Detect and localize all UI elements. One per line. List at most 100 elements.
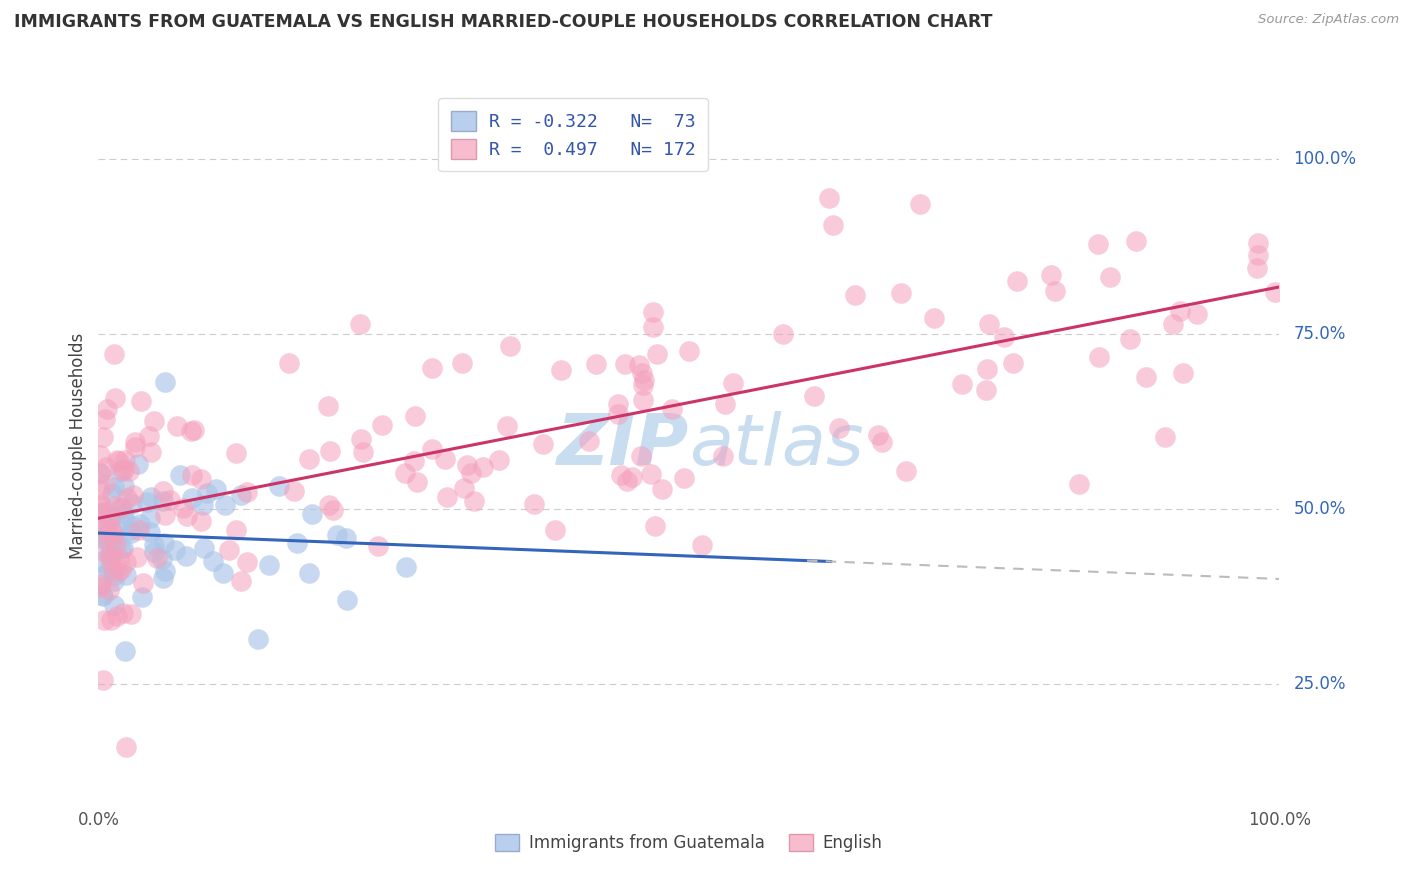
Point [90,532,112,546]
Point [1247,236,1270,251]
Point [463,494,485,508]
Point [550,363,572,377]
Point [1007,275,1029,289]
Point [94,459,117,474]
Point [138,525,160,540]
Point [319,444,342,458]
Point [394,559,416,574]
Point [172,501,194,516]
Point [236,485,259,500]
Point [93,673,115,687]
Point [193,541,215,555]
Point [803,389,825,403]
Point [143,413,166,427]
Point [145,550,167,565]
Point [641,319,664,334]
Point [349,317,371,331]
Point [257,558,280,573]
Point [193,498,215,512]
Point [1040,268,1063,282]
Point [111,508,134,522]
Point [229,574,252,589]
Point [139,490,162,504]
Point [100,549,122,564]
Point [181,467,204,482]
Point [91,544,114,558]
Point [143,545,166,559]
Point [112,478,135,492]
Point [112,462,135,476]
Point [180,491,202,505]
Point [108,552,131,566]
Point [103,499,125,513]
Point [640,467,662,481]
Point [633,392,655,407]
Point [471,459,494,474]
Point [153,564,176,578]
Point [103,574,125,588]
Point [1264,285,1286,300]
Text: Source: ZipAtlas.com: Source: ZipAtlas.com [1258,13,1399,27]
Point [190,472,212,486]
Point [1246,248,1268,262]
Point [118,464,141,478]
Legend: Immigrants from Guatemala, English: Immigrants from Guatemala, English [488,827,890,859]
Point [298,451,321,466]
Point [90,588,112,602]
Point [607,397,630,411]
Point [107,565,129,579]
Point [89,555,111,569]
Point [976,362,998,376]
Point [176,508,198,523]
Point [225,446,247,460]
Point [89,580,111,594]
Point [672,471,695,485]
Point [645,347,668,361]
Point [322,502,344,516]
Point [183,423,205,437]
Point [278,356,301,370]
Text: IMMIGRANTS FROM GUATEMALA VS ENGLISH MARRIED-COUPLE HOUSEHOLDS CORRELATION CHART: IMMIGRANTS FROM GUATEMALA VS ENGLISH MAR… [14,13,993,31]
Point [139,445,162,459]
Point [94,506,117,520]
Point [105,608,128,623]
Point [135,495,157,509]
Point [131,590,153,604]
Point [661,401,683,416]
Point [94,521,117,535]
Point [89,496,111,510]
Point [166,419,188,434]
Point [523,497,546,511]
Point [115,568,138,582]
Point [152,571,174,585]
Point [1125,234,1147,248]
Point [1099,270,1122,285]
Point [114,555,136,569]
Point [225,523,247,537]
Point [614,358,637,372]
Point [404,409,426,423]
Point [124,434,146,449]
Point [89,483,111,497]
Text: ZIP: ZIP [557,411,689,481]
Point [495,418,517,433]
Point [111,464,134,478]
Point [335,531,357,545]
Point [122,519,145,533]
Point [298,566,321,581]
Point [98,510,121,524]
Point [124,440,146,454]
Point [152,493,174,508]
Point [103,528,125,542]
Point [120,526,142,541]
Point [98,553,121,567]
Point [827,421,849,435]
Point [533,437,555,451]
Point [460,466,482,480]
Point [121,497,143,511]
Point [103,480,125,494]
Point [103,347,125,361]
Point [633,373,655,387]
Point [110,542,132,557]
Point [950,376,973,391]
